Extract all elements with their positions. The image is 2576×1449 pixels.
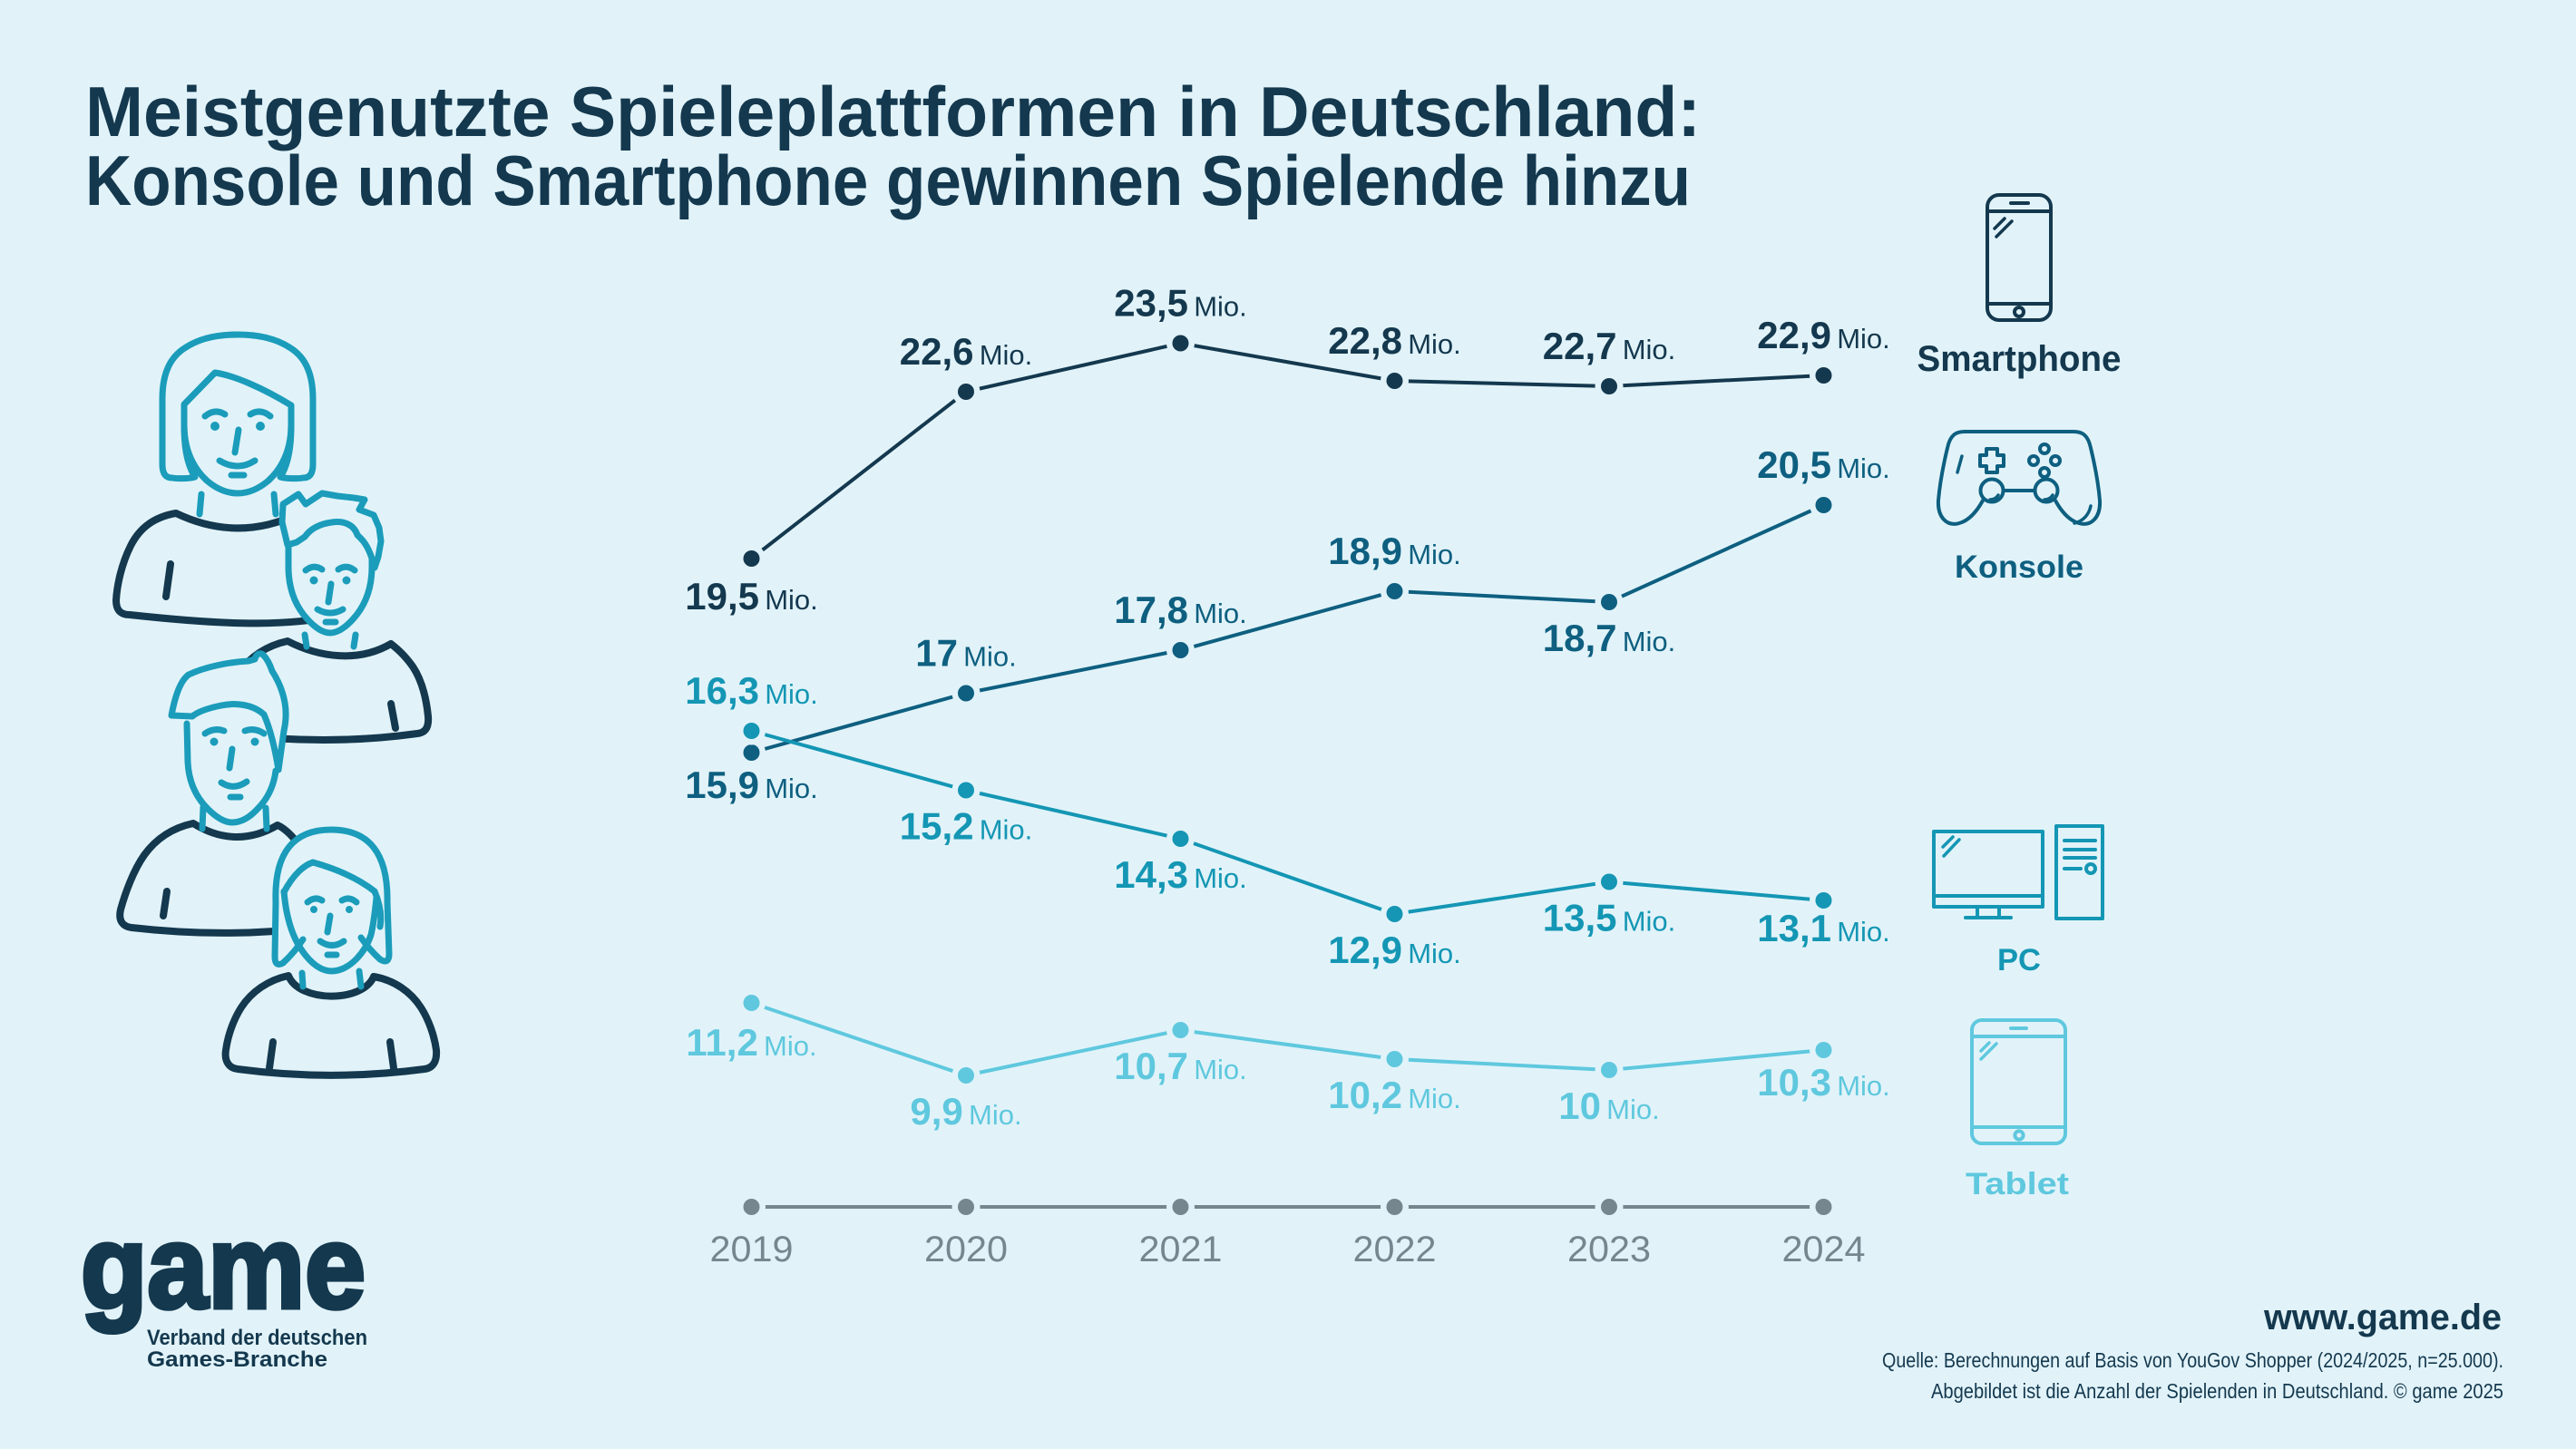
svg-text:12,9 Mio.: 12,9 Mio. (1328, 929, 1461, 971)
svg-text:Konsole und Smartphone gewinne: Konsole und Smartphone gewinnen Spielend… (85, 141, 1691, 220)
svg-text:Tablet: Tablet (1966, 1167, 2069, 1201)
svg-text:2024: 2024 (1782, 1230, 1866, 1269)
svg-text:20,5 Mio.: 20,5 Mio. (1757, 443, 1890, 486)
svg-text:2020: 2020 (924, 1230, 1008, 1269)
svg-text:2019: 2019 (710, 1230, 794, 1269)
svg-text:Smartphone: Smartphone (1917, 339, 2122, 379)
svg-text:www.game.de: www.game.de (2263, 1298, 2502, 1337)
svg-text:Abgebildet ist die Anzahl der: Abgebildet ist die Anzahl der Spielenden… (1931, 1379, 2503, 1403)
svg-text:Meistgenutzte Spieleplattforme: Meistgenutzte Spieleplattformen in Deuts… (85, 72, 1701, 151)
svg-text:2022: 2022 (1353, 1230, 1437, 1269)
svg-text:22,6 Mio.: 22,6 Mio. (900, 330, 1033, 373)
svg-text:15,2 Mio.: 15,2 Mio. (900, 805, 1033, 848)
svg-text:game: game (81, 1201, 366, 1333)
svg-text:Verband der deutschen: Verband der deutschen (147, 1326, 367, 1350)
svg-text:17,8 Mio.: 17,8 Mio. (1114, 588, 1247, 631)
svg-text:13,5 Mio.: 13,5 Mio. (1543, 897, 1676, 939)
svg-text:9,9 Mio.: 9,9 Mio. (910, 1090, 1021, 1133)
svg-text:PC: PC (1997, 943, 2041, 977)
svg-text:10,2 Mio.: 10,2 Mio. (1328, 1074, 1461, 1116)
svg-text:2023: 2023 (1567, 1230, 1651, 1269)
svg-text:Quelle: Berechnungen auf Basis: Quelle: Berechnungen auf Basis von YouGo… (1882, 1348, 2503, 1372)
svg-text:Games-Branche: Games-Branche (147, 1347, 327, 1372)
svg-text:Konsole: Konsole (1955, 549, 2083, 585)
svg-text:10 Mio.: 10 Mio. (1558, 1084, 1660, 1127)
svg-text:2021: 2021 (1139, 1230, 1223, 1269)
